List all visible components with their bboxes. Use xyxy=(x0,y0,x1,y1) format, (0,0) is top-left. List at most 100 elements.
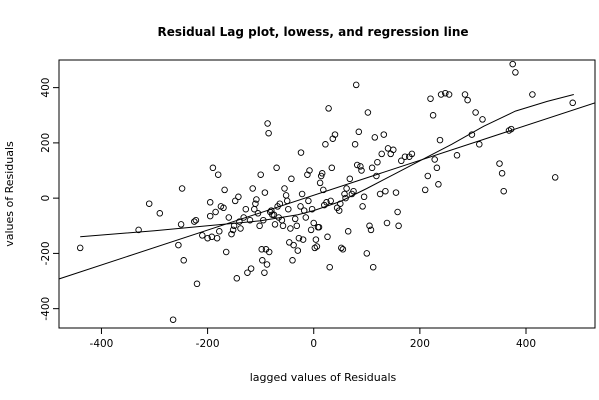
data-point xyxy=(209,164,217,172)
data-point xyxy=(225,214,233,221)
data-point xyxy=(231,197,239,205)
data-point xyxy=(320,186,327,194)
data-point xyxy=(424,172,432,180)
data-point xyxy=(363,250,371,257)
data-point xyxy=(436,136,444,144)
data-point xyxy=(264,120,271,127)
data-point xyxy=(177,221,185,228)
data-point xyxy=(276,200,284,207)
data-point xyxy=(350,187,357,195)
data-point xyxy=(324,233,331,241)
data-point xyxy=(285,205,292,213)
data-point xyxy=(206,199,214,206)
data-point xyxy=(213,234,221,242)
data-point xyxy=(271,221,279,228)
data-point xyxy=(222,248,230,256)
data-point xyxy=(366,222,373,230)
y-tick-label: 0 xyxy=(40,195,52,202)
y-tick-label: 400 xyxy=(40,78,52,98)
data-point xyxy=(228,230,235,238)
x-tick-label: 0 xyxy=(310,338,317,350)
data-point xyxy=(273,164,280,172)
data-point xyxy=(369,263,377,271)
data-point xyxy=(220,204,227,212)
data-point xyxy=(249,185,256,192)
data-point xyxy=(496,160,503,167)
data-point xyxy=(352,81,360,89)
data-point xyxy=(390,146,397,154)
data-point xyxy=(392,189,400,196)
data-point xyxy=(290,241,297,249)
data-point xyxy=(331,131,339,138)
data-point xyxy=(244,269,251,276)
plot-area xyxy=(58,59,596,329)
data-point xyxy=(326,263,333,271)
data-point xyxy=(259,257,266,264)
data-point xyxy=(367,226,375,234)
data-point xyxy=(401,153,409,160)
data-point xyxy=(236,218,243,225)
x-tick-label: 200 xyxy=(410,338,430,350)
data-point xyxy=(351,141,359,148)
data-point xyxy=(468,131,476,138)
data-point xyxy=(344,228,352,235)
data-point xyxy=(282,192,290,199)
data-point xyxy=(327,197,334,205)
data-point xyxy=(315,223,323,231)
data-point xyxy=(353,161,361,169)
data-point xyxy=(338,244,345,252)
data-point xyxy=(318,170,326,177)
lowess-line xyxy=(80,94,574,238)
y-axis-label: values of Residuals xyxy=(3,141,16,247)
y-axis: -400 -200 0 200 400 xyxy=(40,78,60,321)
data-point xyxy=(247,265,255,272)
data-point xyxy=(258,246,265,253)
data-point xyxy=(257,171,264,178)
data-point xyxy=(263,261,271,268)
data-point xyxy=(569,99,576,107)
data-point xyxy=(76,244,84,252)
data-point xyxy=(265,129,272,137)
data-point xyxy=(237,225,244,232)
data-point xyxy=(368,164,376,172)
data-point xyxy=(199,232,206,239)
data-point xyxy=(246,216,254,224)
data-point xyxy=(291,215,299,223)
data-point xyxy=(498,170,506,177)
data-point xyxy=(387,150,394,158)
data-point xyxy=(298,190,306,198)
data-point xyxy=(322,141,329,148)
data-point xyxy=(229,226,237,234)
data-point xyxy=(464,96,471,104)
data-point xyxy=(429,112,437,119)
data-point xyxy=(342,194,349,202)
data-point xyxy=(435,181,442,188)
data-point xyxy=(512,69,519,76)
data-point xyxy=(507,125,515,133)
data-point xyxy=(337,200,344,207)
data-point xyxy=(472,109,479,116)
data-point xyxy=(378,150,385,158)
chart-title: Residual Lag plot, lowess, and regressio… xyxy=(157,25,468,39)
data-point xyxy=(265,248,273,256)
data-point xyxy=(261,269,268,276)
data-point xyxy=(476,141,483,148)
data-point xyxy=(371,134,379,141)
data-point xyxy=(299,236,307,243)
data-point xyxy=(192,216,200,224)
data-point xyxy=(395,222,402,230)
data-point xyxy=(431,156,438,163)
data-point xyxy=(445,91,453,98)
y-tick-label: -200 xyxy=(40,241,52,265)
data-point xyxy=(253,196,260,203)
data-point xyxy=(289,257,296,264)
data-point xyxy=(204,234,211,242)
data-point xyxy=(408,150,416,158)
data-point xyxy=(359,203,366,210)
data-point xyxy=(145,200,153,207)
data-point xyxy=(230,222,238,230)
data-point xyxy=(256,222,263,230)
data-point xyxy=(421,186,429,194)
data-point xyxy=(169,316,177,323)
